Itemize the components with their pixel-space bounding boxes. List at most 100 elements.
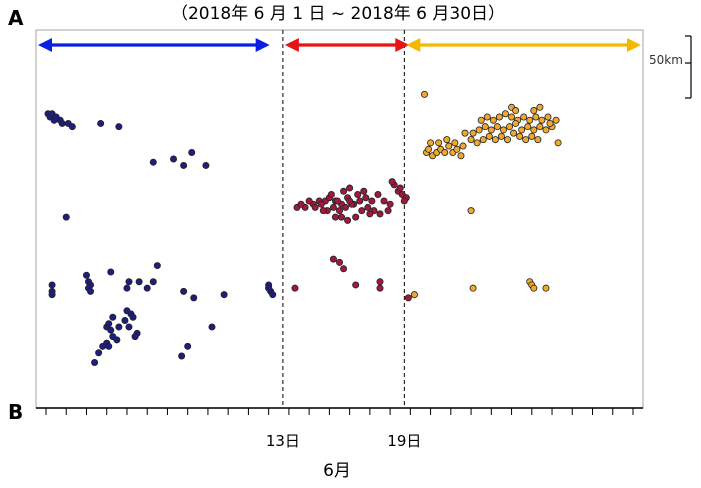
scale-bar-label: 50km [649, 53, 683, 67]
data-point [125, 278, 133, 286]
data-point [501, 110, 509, 118]
data-point [441, 149, 449, 157]
data-point [499, 126, 507, 134]
x-tick-label: 13日 [266, 432, 300, 450]
data-point [107, 326, 115, 334]
data-point [335, 207, 343, 215]
data-point [115, 123, 123, 131]
data-point [352, 281, 360, 289]
data-point [107, 268, 115, 276]
period-arrow [406, 38, 641, 52]
data-point [354, 191, 362, 199]
data-point [536, 103, 544, 111]
data-point [388, 178, 396, 186]
data-point [340, 187, 348, 195]
data-point [115, 323, 123, 331]
data-point [481, 123, 489, 131]
data-point [135, 278, 143, 286]
data-point [479, 136, 487, 144]
data-point [131, 333, 139, 341]
period-arrow-head-right [627, 38, 641, 52]
data-point [125, 323, 133, 331]
data-point [473, 139, 481, 147]
data-point [538, 116, 546, 124]
data-point [362, 194, 370, 202]
data-point [495, 113, 503, 121]
data-point [190, 294, 198, 302]
data-point [485, 132, 493, 140]
data-point [376, 278, 384, 286]
data-point [91, 358, 99, 366]
data-point [170, 155, 178, 163]
series-1 [44, 110, 277, 366]
period-arrow-head-left [406, 38, 421, 52]
data-point [410, 291, 418, 299]
data-point [356, 197, 364, 205]
data-point [504, 136, 512, 144]
data-point [202, 161, 210, 169]
data-point [82, 271, 90, 279]
data-point [105, 342, 113, 350]
data-point [487, 126, 495, 134]
data-point [443, 136, 451, 144]
data-point [532, 113, 540, 121]
data-point [364, 203, 372, 211]
data-point [338, 213, 346, 221]
data-point [546, 119, 554, 127]
data-point [208, 323, 216, 331]
data-point [542, 284, 550, 292]
x-tick-label: 19日 [387, 432, 421, 450]
period-arrow [284, 38, 410, 52]
data-point [48, 281, 56, 289]
data-point [368, 197, 376, 205]
data-point [374, 191, 382, 199]
data-point [528, 132, 536, 140]
data-point [97, 119, 105, 127]
data-point [554, 139, 562, 147]
series-2 [291, 178, 412, 302]
data-point [467, 207, 475, 215]
data-point [346, 184, 354, 192]
data-point [58, 119, 66, 127]
series-3 [410, 90, 562, 299]
data-points [44, 90, 562, 366]
data-point [530, 126, 538, 134]
data-point [552, 116, 560, 124]
data-point [518, 126, 526, 134]
data-point [445, 142, 453, 150]
end-label-bottom: B [8, 400, 23, 424]
period-arrow [38, 38, 270, 52]
data-point [512, 119, 520, 127]
labels-layer: 50km （2018年 6 月 1 日 ~ 2018年 6 月30日） A B 13日 1… [8, 4, 683, 481]
data-point [109, 313, 117, 321]
period-arrow-head-right [395, 38, 410, 52]
data-point [95, 349, 103, 357]
data-point [333, 197, 341, 205]
data-point [180, 287, 188, 295]
data-point [352, 213, 360, 221]
period-arrow-head-left [284, 38, 299, 52]
data-point [68, 123, 76, 131]
data-point [180, 161, 188, 169]
end-label-top: A [8, 6, 24, 30]
data-point [469, 129, 477, 137]
data-point [524, 123, 532, 131]
data-point [425, 145, 433, 153]
data-point [421, 90, 429, 98]
data-point [105, 320, 113, 328]
data-point [329, 203, 337, 211]
data-point [329, 255, 337, 263]
data-point [376, 284, 384, 292]
data-point [384, 207, 392, 215]
data-point [123, 284, 131, 292]
data-point [342, 203, 350, 211]
data-point [113, 336, 121, 344]
data-point [435, 139, 443, 147]
data-point [340, 265, 348, 273]
data-point [510, 129, 518, 137]
data-point [331, 213, 339, 221]
data-point [376, 210, 384, 218]
data-point [149, 158, 157, 166]
